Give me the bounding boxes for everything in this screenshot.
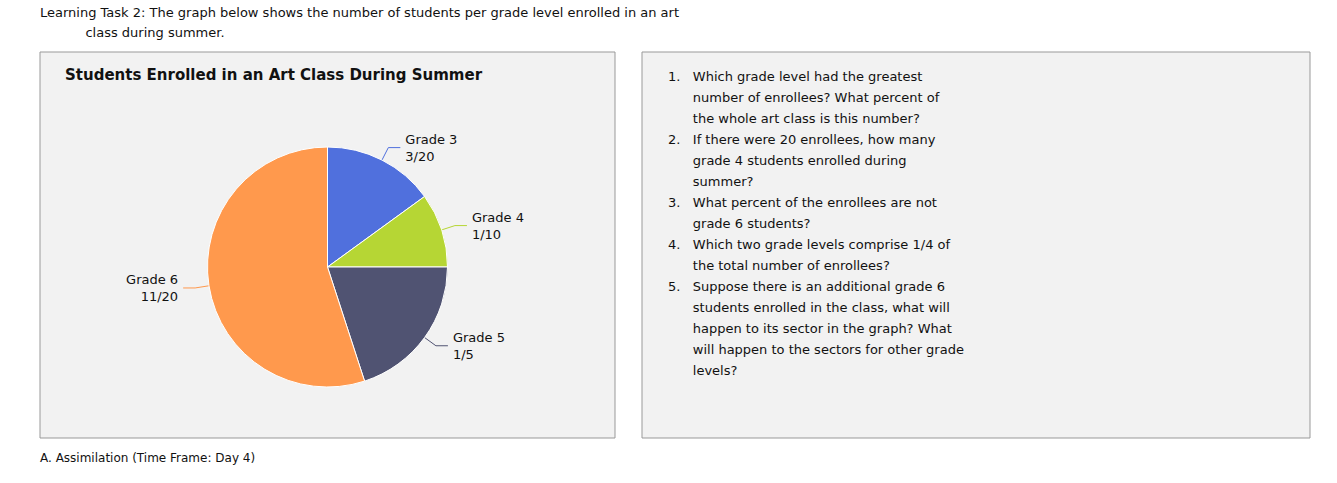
svg-text:class during summer.: class during summer.	[40, 25, 225, 40]
svg-text:summer?: summer?	[668, 174, 753, 189]
svg-text:2. If there were 20 enrollee: 2. If there were 20 enrollees, how many	[668, 132, 936, 147]
svg-text:5. Suppose there is an addit: 5. Suppose there is an additional grade …	[668, 279, 945, 294]
svg-text:grade 4 students enrolled duri: grade 4 students enrolled during	[668, 153, 907, 168]
svg-text:levels?: levels?	[668, 363, 737, 378]
svg-text:1. Which grade level had the: 1. Which grade level had the greatest	[668, 69, 922, 84]
svg-text:grade 6 students?: grade 6 students?	[668, 216, 811, 231]
svg-text:number of enrollees? What perc: number of enrollees? What percent of	[668, 90, 940, 105]
svg-text:Students Enrolled in an Art Cl: Students Enrolled in an Art Class During…	[65, 66, 483, 84]
svg-text:Grade 4: Grade 4	[472, 210, 524, 225]
svg-text:happen to its sector in the gr: happen to its sector in the graph? What	[668, 321, 952, 336]
svg-text:11/20: 11/20	[141, 289, 178, 304]
svg-text:4. Which two grade levels co: 4. Which two grade levels comprise 1/4 o…	[668, 237, 950, 252]
svg-text:A. Assimilation (Time Frame: D: A. Assimilation (Time Frame: Day 4)	[40, 451, 255, 465]
svg-text:will happen to the sectors for: will happen to the sectors for other gra…	[668, 342, 964, 357]
svg-text:3/20: 3/20	[405, 149, 434, 164]
svg-text:Grade 5: Grade 5	[453, 330, 505, 345]
svg-text:Learning Task 2: The graph bel: Learning Task 2: The graph below shows t…	[40, 5, 679, 20]
svg-text:3. What percent of the enrol: 3. What percent of the enrollees are not	[668, 195, 937, 210]
svg-text:Grade 6: Grade 6	[126, 272, 178, 287]
svg-text:1/5: 1/5	[453, 347, 474, 362]
svg-text:students enrolled in the class: students enrolled in the class, what wil…	[668, 300, 950, 315]
svg-text:the total number of enrollees?: the total number of enrollees?	[668, 258, 890, 273]
svg-text:Grade 3: Grade 3	[405, 132, 457, 147]
svg-text:the whole art class is this nu: the whole art class is this number?	[668, 111, 920, 126]
svg-text:1/10: 1/10	[472, 227, 501, 242]
